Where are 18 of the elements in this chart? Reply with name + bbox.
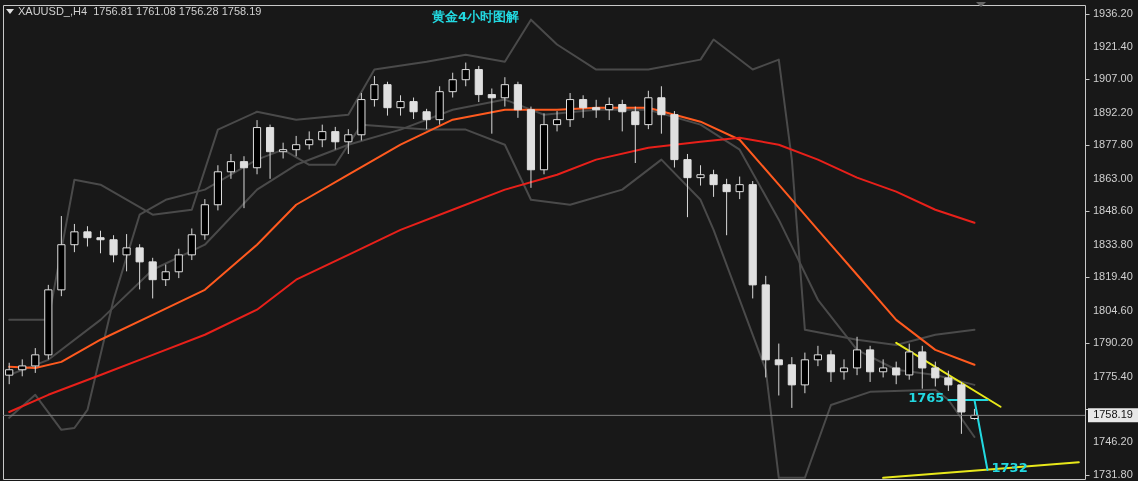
y-tick-label: 1921.40 bbox=[1093, 39, 1133, 52]
y-tick-label: 1790.20 bbox=[1093, 336, 1133, 349]
y-tick-label: 1936.20 bbox=[1093, 6, 1133, 19]
annotation: 1765 bbox=[908, 390, 945, 405]
y-tick-label: 1892.20 bbox=[1093, 105, 1133, 118]
chart-subtitle: XAUUSD_,H4 1756.81 1761.08 1756.28 1758.19 bbox=[18, 5, 262, 17]
chart-title: 黄金4小时图解 bbox=[432, 8, 520, 26]
y-tick-label: 1746.20 bbox=[1093, 435, 1133, 448]
y-tick-label: 1775.40 bbox=[1093, 369, 1133, 382]
y-tick-label: 1833.80 bbox=[1093, 237, 1133, 250]
ref-line-label: 1758.19 bbox=[1093, 408, 1133, 421]
y-tick-label: 1804.60 bbox=[1093, 303, 1133, 316]
y-tick-label: 1907.00 bbox=[1093, 72, 1133, 85]
y-tick-label: 1877.80 bbox=[1093, 138, 1133, 151]
y-tick-label: 1848.60 bbox=[1093, 204, 1133, 217]
y-tick-label: 1863.00 bbox=[1093, 171, 1133, 184]
y-tick-label: 1819.40 bbox=[1093, 270, 1133, 283]
y-tick-label: 1731.80 bbox=[1093, 467, 1133, 480]
